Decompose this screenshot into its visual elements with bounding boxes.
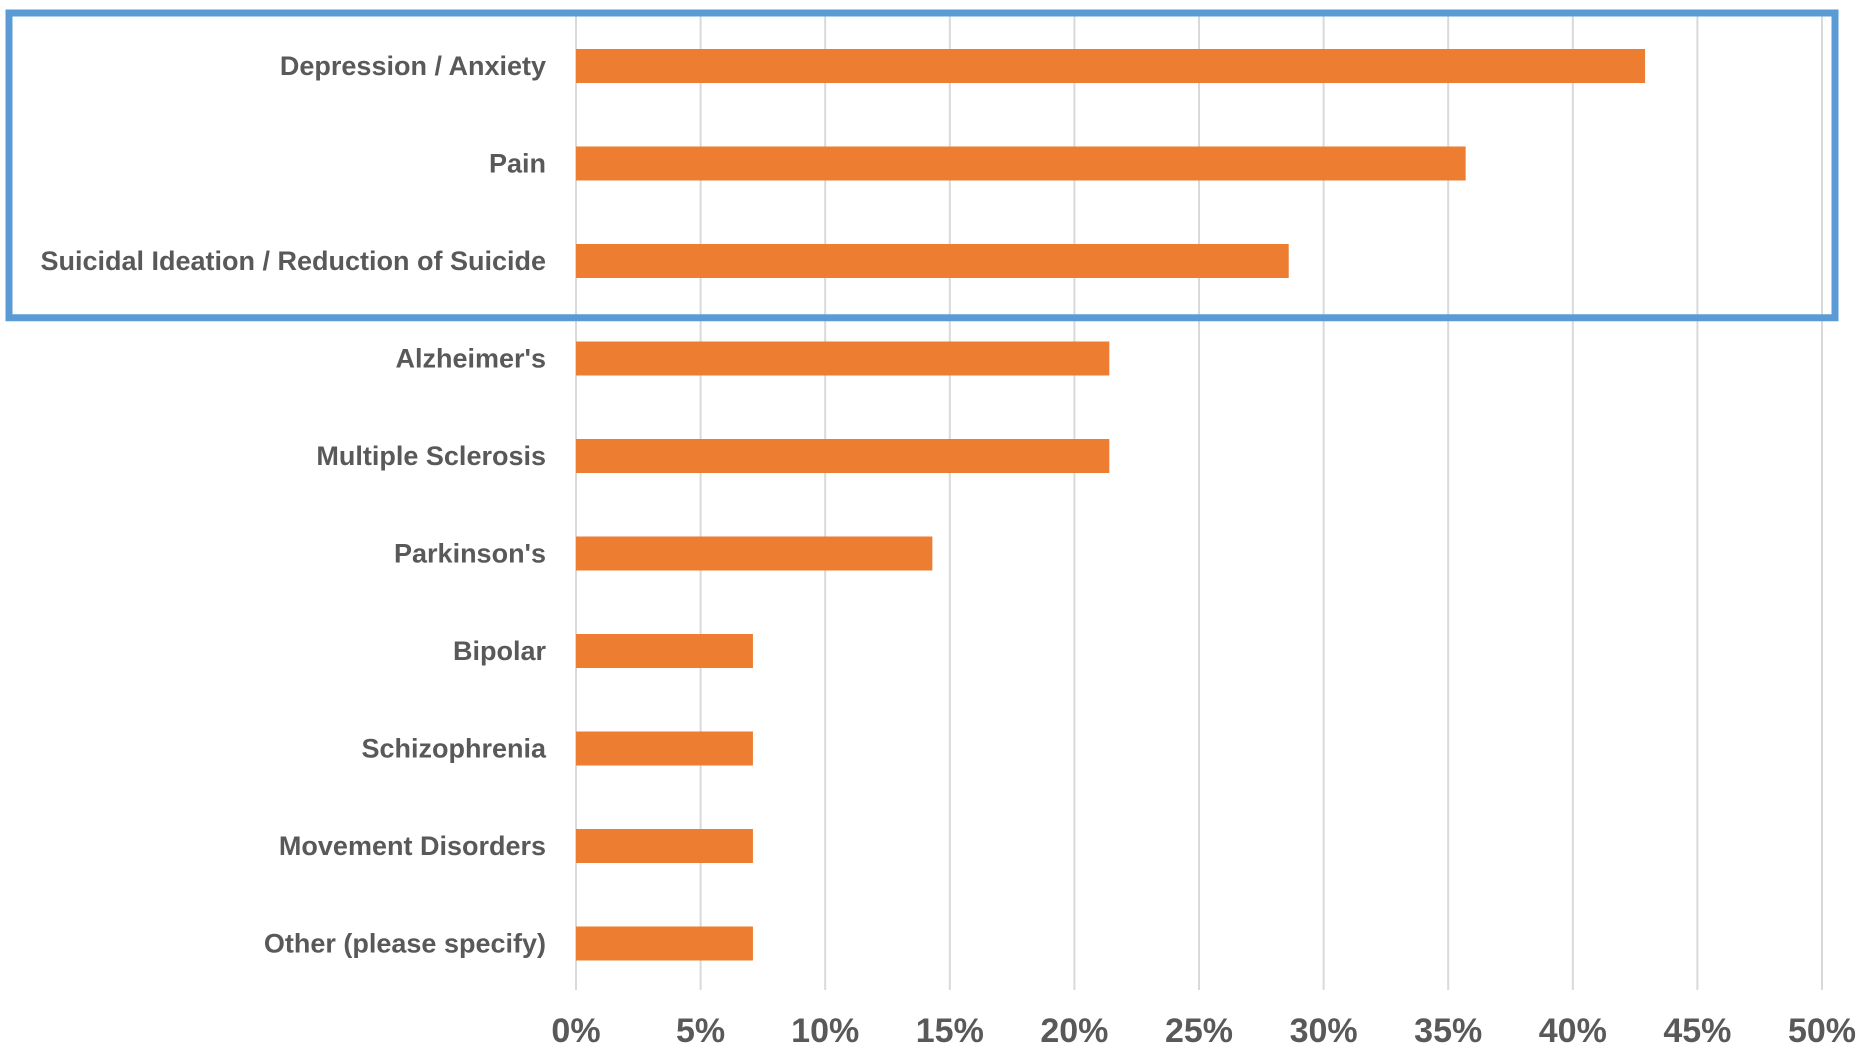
bar-3	[576, 341, 1110, 376]
x-tick-label: 20%	[1040, 1012, 1108, 1050]
bar-9	[576, 926, 753, 961]
bar-7	[576, 731, 753, 766]
category-label: Suicidal Ideation / Reduction of Suicide	[40, 246, 546, 276]
category-label: Schizophrenia	[361, 734, 547, 764]
bar-4	[576, 439, 1110, 473]
bar-2	[576, 244, 1289, 278]
x-tick-label: 5%	[676, 1012, 725, 1050]
bar-5	[576, 536, 933, 571]
category-label: Pain	[489, 149, 546, 179]
x-tick-label: 35%	[1414, 1012, 1482, 1050]
bar-1	[576, 146, 1466, 181]
x-tick-labels: 0% 5% 10% 15% 20% 25% 30% 35% 40% 45% 50%	[551, 1012, 1856, 1050]
category-label: Movement Disorders	[279, 831, 546, 861]
bar-0	[576, 49, 1646, 83]
category-label: Alzheimer's	[396, 344, 546, 374]
x-tick-label: 15%	[916, 1012, 984, 1050]
x-tick-label: 0%	[551, 1012, 600, 1050]
highlight-rectangle	[5, 9, 1839, 322]
x-tick-label: 30%	[1290, 1012, 1358, 1050]
highlight-box	[5, 9, 1839, 322]
x-tick-label: 40%	[1539, 1012, 1607, 1050]
category-label: Other (please specify)	[264, 929, 546, 959]
category-label: Parkinson's	[394, 539, 546, 569]
category-label: Multiple Sclerosis	[316, 441, 546, 471]
x-tick-label: 50%	[1788, 1012, 1856, 1050]
bar-8	[576, 829, 753, 863]
category-label: Depression / Anxiety	[280, 51, 546, 81]
x-tick-label: 10%	[791, 1012, 859, 1050]
bars	[576, 49, 1646, 961]
bar-6	[576, 634, 753, 668]
x-tick-label: 45%	[1663, 1012, 1731, 1050]
category-labels: Depression / Anxiety Pain Suicidal Ideatio…	[40, 51, 547, 959]
x-tick-label: 25%	[1165, 1012, 1233, 1050]
category-label: Bipolar	[453, 636, 547, 666]
